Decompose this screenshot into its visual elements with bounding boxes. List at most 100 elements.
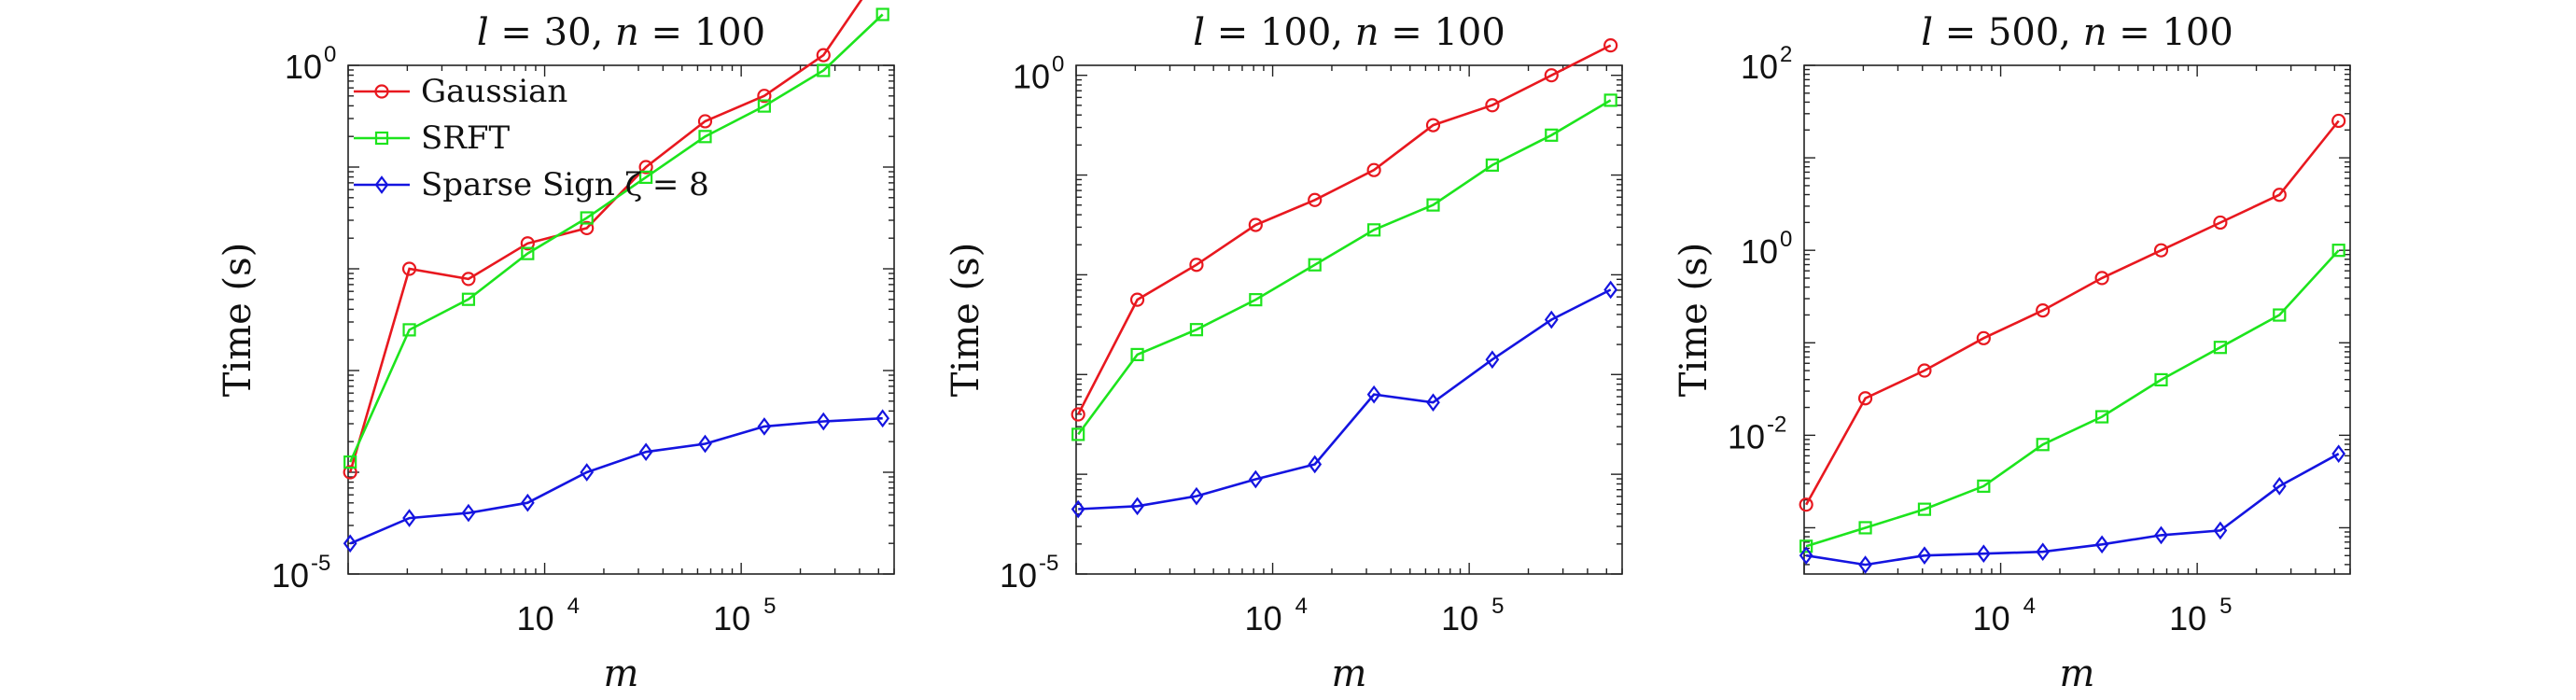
data-point-square (1799, 539, 1813, 553)
series-square (343, 7, 889, 469)
data-point-square (1858, 521, 1872, 535)
data-point-square (2154, 372, 2168, 387)
x-tick-label: 10 (517, 599, 554, 637)
data-point-square (1917, 502, 1932, 516)
legend-marker (374, 175, 389, 194)
data-point-square (817, 63, 831, 77)
title-part: = 30, (489, 11, 615, 54)
data-point-circle (401, 261, 417, 276)
data-point-diamond (1071, 499, 1085, 519)
data-point-square (1603, 93, 1617, 107)
y-tick-label-exponent: -5 (1039, 551, 1058, 576)
y-tick-label-exponent: -5 (311, 551, 330, 576)
data-point-diamond (343, 534, 357, 553)
series-line (1077, 44, 1612, 415)
panel-title: l = 500, n = 100 (1921, 11, 2233, 54)
data-point-diamond (1248, 469, 1263, 489)
y-tick-label: 10 (1013, 58, 1050, 96)
legend-marker (374, 84, 389, 99)
data-point-square (875, 7, 889, 21)
data-point-circle (757, 89, 772, 104)
y-tick-label-exponent: 2 (1780, 42, 1792, 67)
x-tick-label-exponent: 5 (1491, 594, 1504, 619)
data-point-diamond (816, 412, 831, 431)
data-point-circle (1485, 98, 1500, 113)
data-point-circle (1248, 217, 1263, 232)
series-line (1805, 453, 2340, 567)
data-point-diamond (2036, 542, 2051, 562)
y-tick-label: 10 (285, 48, 322, 86)
data-point-circle (1425, 118, 1441, 133)
x-tick-label-exponent: 4 (1295, 594, 1308, 619)
data-point-square (1485, 158, 1499, 172)
data-point-circle (1917, 363, 1932, 378)
series-diamond (1071, 280, 1618, 519)
data-point-circle (1071, 407, 1085, 422)
legend-label: Gaussian (421, 73, 567, 110)
title-part: n (615, 11, 639, 54)
data-point-circle (1308, 192, 1323, 207)
y-tick-label: 10 (1728, 417, 1765, 455)
data-point-square (402, 323, 416, 337)
y-axis-label: Time (s) (217, 243, 259, 398)
data-point-diamond (698, 434, 712, 454)
data-point-circle (1544, 68, 1559, 83)
title-part: l (1193, 11, 1205, 54)
data-point-diamond (1366, 385, 1381, 404)
y-tick-label-exponent: -2 (1767, 412, 1786, 437)
legend-label: SRFT (421, 119, 510, 157)
x-tick-label: 10 (1441, 599, 1478, 637)
panel-title: l = 100, n = 100 (1193, 11, 1505, 54)
data-point-diamond (1917, 546, 1932, 566)
series-line (1077, 99, 1612, 436)
data-point-square (2331, 244, 2345, 258)
data-point-diamond (638, 442, 653, 462)
title-part: n (1355, 11, 1379, 54)
series-line (1805, 249, 2340, 548)
series-circle (343, 0, 863, 480)
data-point-square (757, 99, 771, 113)
data-point-circle (2213, 215, 2228, 231)
data-point-diamond (1799, 546, 1813, 566)
data-point-circle (1366, 162, 1381, 177)
data-point-circle (343, 465, 357, 480)
data-point-circle (520, 236, 535, 251)
y-tick-label-exponent: 0 (1052, 52, 1064, 77)
data-point-diamond (2094, 535, 2109, 554)
data-point-diamond (1976, 544, 1991, 564)
y-tick-label-exponent: 0 (1780, 227, 1792, 252)
data-point-square (521, 246, 535, 260)
data-point-circle (580, 220, 595, 235)
panel-title: l = 30, n = 100 (477, 11, 765, 54)
data-point-diamond (2213, 521, 2228, 540)
data-point-circle (638, 160, 653, 175)
data-point-diamond (1858, 555, 1872, 574)
data-point-circle (2331, 113, 2346, 129)
x-tick-label-exponent: 4 (567, 594, 580, 619)
data-point-diamond (2272, 477, 2287, 496)
data-point-square (1189, 323, 1204, 337)
data-point-diamond (520, 493, 535, 512)
data-point-square (2273, 308, 2287, 322)
data-point-square (2095, 410, 2109, 424)
plot-frame (1075, 64, 1623, 575)
data-point-square (1426, 198, 1440, 212)
x-tick-label-exponent: 5 (763, 594, 776, 619)
data-point-circle (1603, 38, 1618, 53)
data-point-circle (1189, 258, 1204, 273)
data-point-square (343, 455, 357, 469)
data-point-square (639, 170, 653, 184)
data-point-circle (2036, 302, 2051, 318)
data-point-diamond (461, 503, 476, 523)
data-point-square (461, 292, 476, 306)
y-tick-label-exponent: 0 (324, 42, 336, 67)
data-point-circle (816, 48, 831, 63)
data-point-circle (2153, 243, 2169, 258)
data-point-square (698, 130, 712, 144)
x-tick-label-exponent: 5 (2219, 594, 2232, 619)
x-axis-label: m (2060, 652, 2095, 695)
data-point-circle (2272, 188, 2287, 203)
data-point-square (1071, 427, 1085, 441)
